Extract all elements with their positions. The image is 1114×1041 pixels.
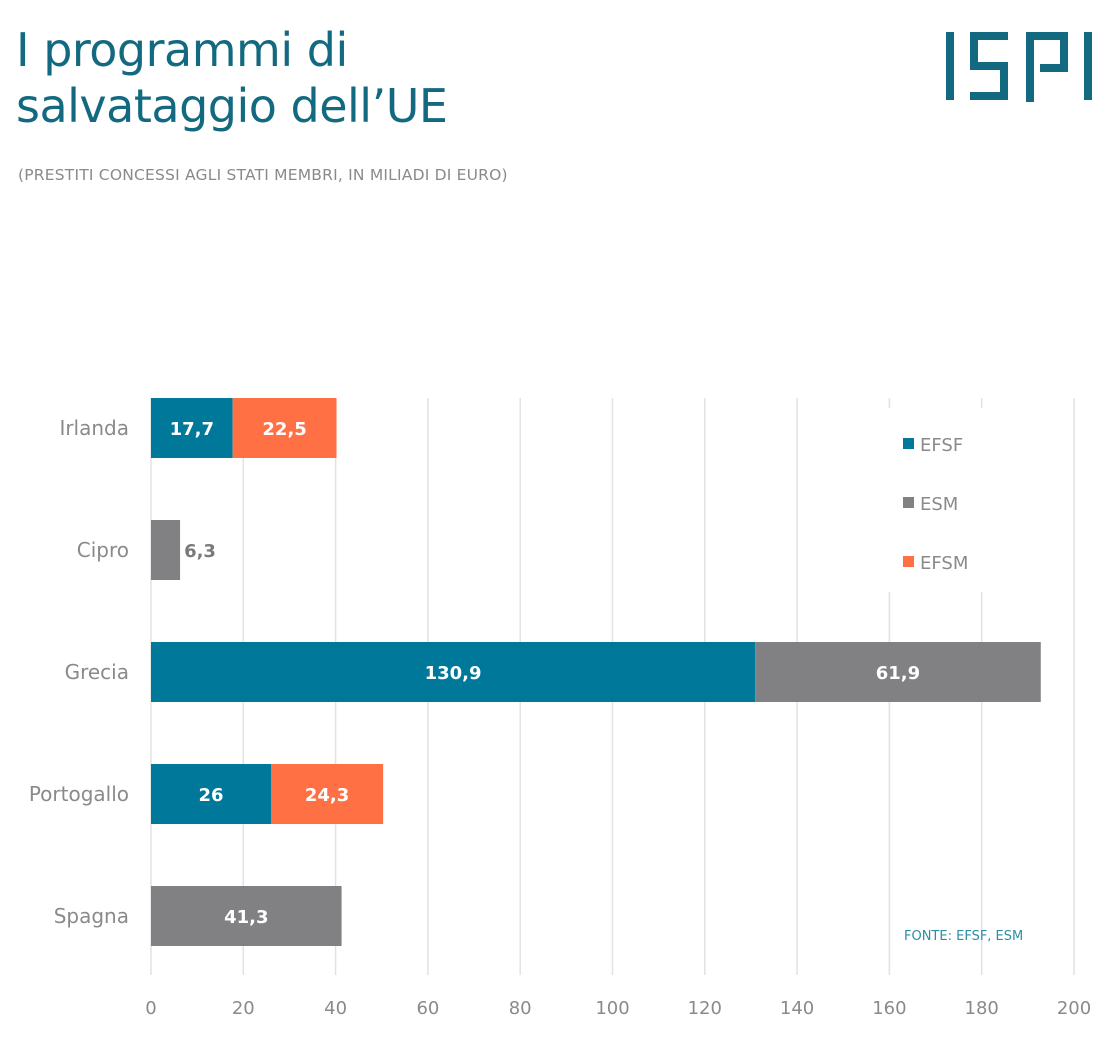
category-label: Irlanda <box>59 416 129 440</box>
category-label: Spagna <box>54 904 129 928</box>
legend-label-esm: ESM <box>920 494 958 515</box>
legend-swatch-efsf <box>903 438 914 449</box>
x-tick-label: 120 <box>688 998 722 1019</box>
title-line-2: salvataggio dell’UE <box>16 79 448 133</box>
category-label: Portogallo <box>29 782 129 806</box>
legend-label-efsm: EFSM <box>920 553 968 574</box>
category-axis: Irlanda Cipro Grecia Portogallo Spagna <box>29 416 129 928</box>
x-tick-label: 80 <box>509 998 532 1019</box>
bars <box>151 398 1041 946</box>
bar-esm <box>151 520 181 580</box>
data-label: 17,7 <box>170 419 214 440</box>
legend: EFSF ESM EFSM <box>903 435 968 574</box>
bar-efsf <box>151 764 271 824</box>
x-tick-label: 160 <box>872 998 906 1019</box>
ispi-logo <box>946 32 1092 102</box>
logo-letter-s <box>970 32 1008 100</box>
x-tick-label: 180 <box>965 998 999 1019</box>
x-tick-label: 60 <box>416 998 439 1019</box>
logo-letter-p <box>1026 32 1068 102</box>
legend-swatch-efsm <box>903 556 914 567</box>
data-label: 24,3 <box>305 785 349 806</box>
x-tick-label: 100 <box>595 998 629 1019</box>
bar-esm <box>151 886 342 946</box>
bar-efsm <box>270 764 384 824</box>
source-note: FONTE: EFSF, ESM <box>904 929 1023 944</box>
bar-efsf <box>151 642 756 702</box>
category-label: Cipro <box>77 538 129 562</box>
data-label: 41,3 <box>224 907 268 928</box>
x-tick-label: 40 <box>324 998 347 1019</box>
value-axis: 0 20 40 60 80 100 120 140 160 180 200 <box>145 998 1091 1019</box>
data-label: 26 <box>198 785 223 806</box>
bar-efsf <box>151 398 233 458</box>
x-tick-label: 140 <box>780 998 814 1019</box>
chart-subtitle: (PRESTITI CONCESSI AGLI STATI MEMBRI, IN… <box>18 166 508 184</box>
legend-swatch-esm <box>903 497 914 508</box>
legend-label-efsf: EFSF <box>920 435 963 456</box>
data-label: 22,5 <box>262 419 306 440</box>
page-title: I programmi di salvataggio dell’UE <box>16 22 448 134</box>
title-line-1: I programmi di <box>16 23 348 77</box>
bar-esm <box>755 642 1041 702</box>
x-tick-label: 20 <box>232 998 255 1019</box>
x-tick-label: 200 <box>1057 998 1091 1019</box>
bar-efsm <box>232 398 337 458</box>
data-label: 6,3 <box>184 541 216 562</box>
x-tick-label: 0 <box>145 998 156 1019</box>
data-labels: 17,7 22,5 6,3 130,9 61,9 26 24,3 41,3 <box>170 419 921 928</box>
category-label: Grecia <box>65 660 129 684</box>
data-label: 130,9 <box>425 663 482 684</box>
data-label: 61,9 <box>876 663 920 684</box>
